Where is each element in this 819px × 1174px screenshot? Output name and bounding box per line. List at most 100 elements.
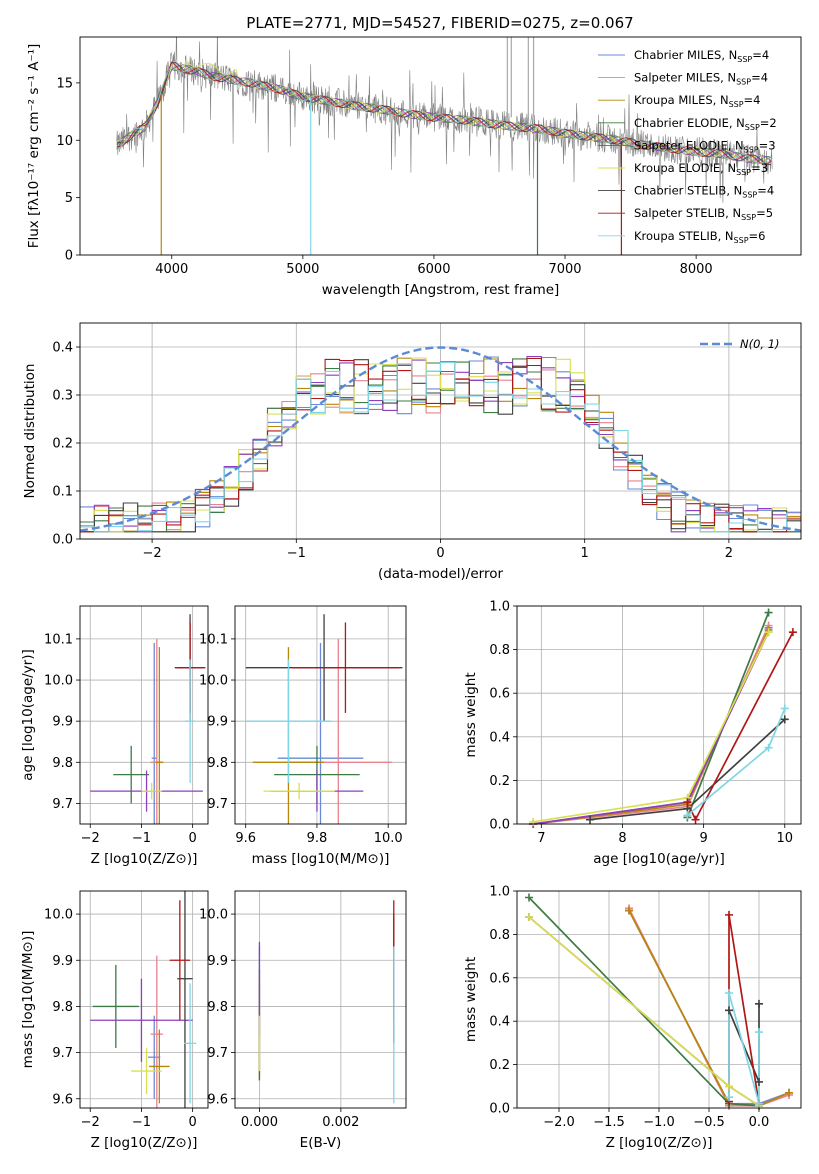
plot-area-z-mass (90, 891, 197, 1108)
x-tick-label: −1 (132, 831, 151, 846)
axes-frame (234, 605, 407, 825)
x-tick-label: 0 (436, 546, 444, 561)
y-tick-label: 9.9 (207, 954, 228, 969)
legend-n-prefix: , N (729, 116, 745, 130)
marker-point (764, 608, 773, 617)
spectrum-data-line (116, 37, 773, 203)
errorbar-point-3 (113, 745, 150, 804)
errorbar-point-5 (141, 782, 162, 800)
x-tick-label: 0.0 (749, 1115, 770, 1130)
histogram-8 (80, 361, 801, 533)
legend-name: Salpeter STELIB (634, 206, 725, 220)
legend-name: Chabrier MILES (634, 48, 721, 62)
y-tick-label: 0.0 (52, 533, 73, 548)
y-axis-label: mass weight (463, 957, 479, 1042)
legend-n-prefix: , N (718, 229, 734, 243)
legend-n-value: =5 (756, 206, 773, 220)
errorbar-point-2 (149, 1029, 170, 1104)
legend-n-prefix: , N (725, 206, 741, 220)
legend-normal-label: N(0, 1) (740, 337, 780, 351)
x-tick-label: −2 (81, 831, 100, 846)
legend-n-subscript: SSP (736, 78, 751, 87)
x-tick-label: 5000 (286, 262, 319, 277)
panel-z-age: −2 −1 0 9.7 9.8 9.9 10.0 10.1 Z [log10(Z/Z⊙)] age… (20, 605, 209, 867)
y-tick-label: 0.2 (52, 437, 73, 452)
errorbar-point-4 (90, 978, 193, 1062)
y-axis-label: mass weight (463, 672, 479, 757)
y-tick-label: 0.0 (489, 1102, 510, 1117)
errorbar-point-8 (245, 659, 332, 783)
errorbar-point-0 (148, 1015, 161, 1099)
legend-name: Kroupa MILES (634, 93, 713, 107)
errorbar-point-8 (184, 659, 196, 783)
legend-n-prefix: , N (713, 93, 729, 107)
y-axis-label: mass [log10(M/M⊙)] (20, 931, 36, 1069)
marker-point (764, 628, 773, 637)
x-tick-label: 8 (618, 831, 626, 846)
legend-name: Kroupa STELIB (634, 229, 718, 243)
panel-mw-age: 7 8 9 10 0.0 0.2 0.4 0.6 0.8 1.0 age [log10(age/yr… (463, 600, 802, 867)
x-tick-label: 9.8 (307, 831, 328, 846)
model-line-3 (116, 65, 772, 164)
y-tick-label: 0 (65, 249, 73, 264)
x-tick-label: 9.6 (235, 831, 256, 846)
legend-n-prefix: , N (720, 161, 736, 175)
x-axis-label: Z [log10(Z/Z⊙)] (91, 851, 198, 867)
y-tick-label: 10.0 (44, 908, 73, 923)
x-tick-label: −1.0 (643, 1115, 675, 1130)
axes-frame (79, 36, 802, 256)
x-tick-label: −2 (81, 1115, 100, 1130)
y-tick-label: 10.1 (199, 632, 228, 647)
marker-point (764, 743, 773, 752)
y-tick-label: 9.8 (207, 756, 228, 771)
y-tick-label: 5 (65, 191, 73, 206)
marker-point (785, 1088, 793, 1097)
legend-n-subscript: SSP (744, 145, 759, 154)
x-tick-label: 7 (537, 831, 545, 846)
marker-point (586, 815, 595, 824)
legend-name: Chabrier ELODIE (634, 116, 729, 130)
x-axis-label: Z [log10(Z/Z⊙)] (91, 1135, 198, 1151)
marker-point (529, 817, 538, 826)
x-tick-label: 6000 (417, 262, 450, 277)
legend-n-subscript: SSP (741, 213, 756, 222)
y-tick-label: 9.7 (207, 797, 228, 812)
x-axis-label: age [log10(age/yr)] (593, 851, 725, 867)
y-tick-label: 1.0 (489, 885, 510, 900)
mass-weight-line-1 (533, 625, 770, 824)
x-tick-label: 2 (725, 546, 733, 561)
x-axis-label: E(B-V) (300, 1135, 342, 1151)
marker-point (780, 715, 789, 724)
marker-point (683, 811, 692, 820)
y-axis-label: Normed distribution (22, 364, 38, 499)
x-axis-label: (data-model)/error (378, 566, 504, 582)
errorbar-point-3 (92, 964, 139, 1048)
errorbar-point-7 (292, 622, 399, 713)
marker-point (725, 1093, 733, 1102)
mass-weight-line-8 (728, 992, 760, 1104)
x-tick-label: 0.000 (241, 1115, 278, 1130)
marker-point (755, 1077, 763, 1086)
panel-mw-z: −2.0 −1.5 −1.0 −0.5 0.0 0.0 0.2 0.4 0.6 0.8 1.0 Z [… (463, 885, 802, 1151)
x-axis-label: Z [log10(Z/Z⊙)] (606, 1135, 713, 1151)
marker-point (780, 704, 789, 713)
x-tick-label: 0 (188, 831, 196, 846)
y-tick-label: 10.0 (199, 674, 228, 689)
mass-weight-line-5 (528, 916, 760, 1107)
y-tick-label: 0.1 (52, 485, 73, 500)
errorbar-point-0 (277, 643, 364, 824)
legend-n-value: =4 (744, 93, 761, 107)
marker-point (725, 988, 733, 997)
y-tick-label: 9.8 (207, 1000, 228, 1015)
mass-weight-line-8 (686, 708, 786, 816)
marker-point (525, 913, 533, 922)
y-tick-label: 9.6 (52, 1092, 73, 1107)
y-tick-label: 0.8 (489, 643, 510, 658)
legend-name: Kroupa ELODIE (634, 161, 720, 175)
y-tick-label: 9.9 (52, 954, 73, 969)
plot-area-mass-age (245, 614, 403, 824)
mass-weight-line-2 (533, 629, 770, 824)
legend-n-prefix: , N (720, 71, 736, 85)
marker-point (691, 815, 700, 824)
y-tick-label: 10 (56, 134, 73, 149)
